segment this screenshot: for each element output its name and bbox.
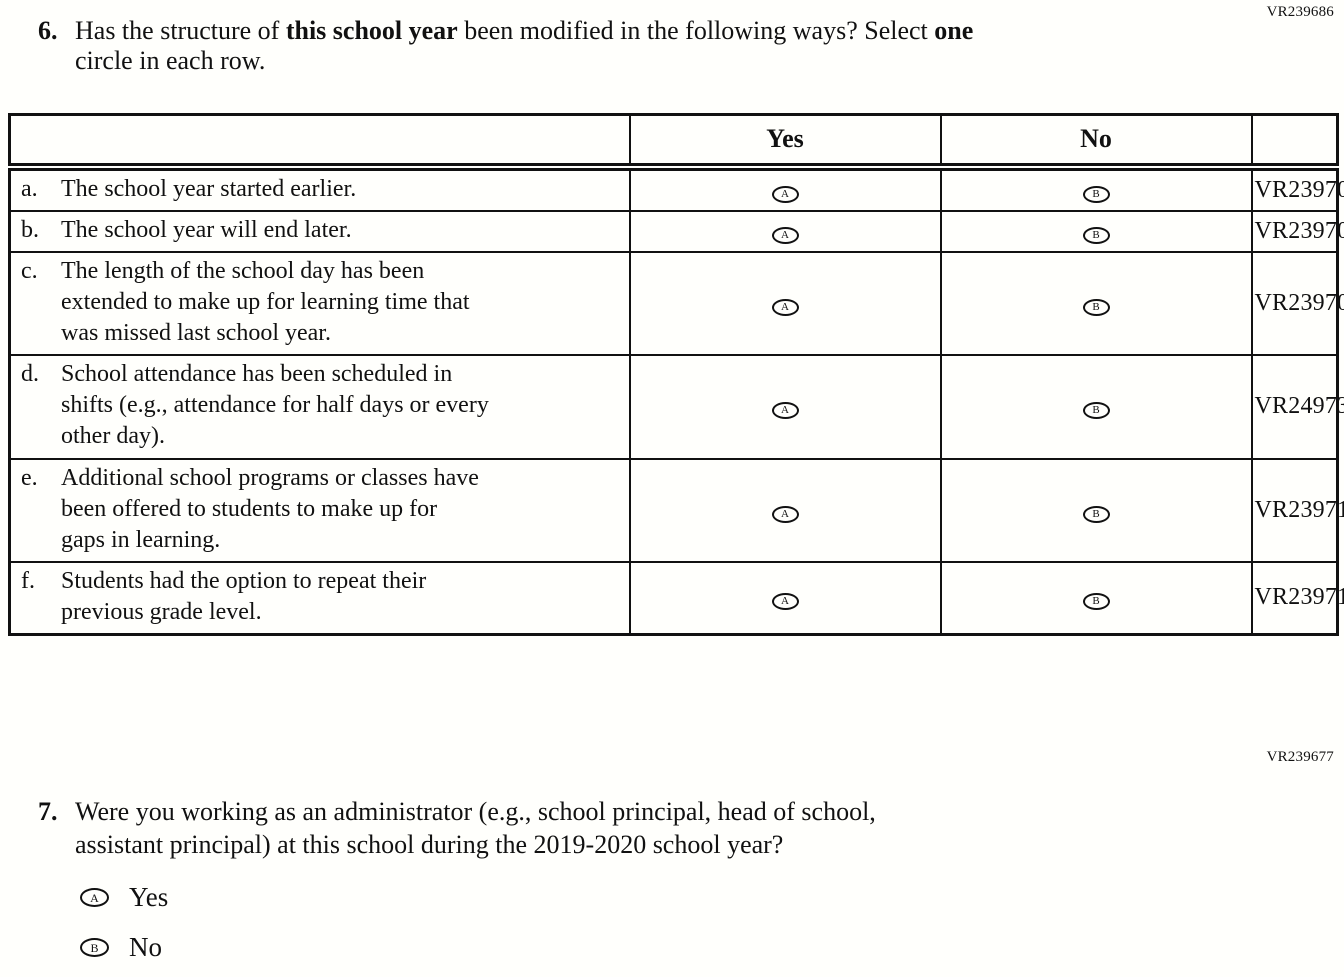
row-letter: f. bbox=[21, 567, 35, 594]
row-d-no-bubble[interactable]: B bbox=[1082, 402, 1110, 419]
question-7: 7. Were you working as an administrator … bbox=[38, 795, 1258, 861]
q7-no-bubble[interactable]: B bbox=[80, 938, 109, 957]
row-d-yes-bubble[interactable]: A bbox=[771, 402, 799, 419]
question-6-text-line2: circle in each row. bbox=[75, 46, 266, 75]
q7-yes-bubble[interactable]: A bbox=[80, 888, 109, 907]
row-a-no-bubble[interactable]: B bbox=[1082, 185, 1110, 203]
statement-cell-f: f. Students had the option to repeat the… bbox=[8, 560, 631, 635]
statement-cell-e: e. Additional school programs or classes… bbox=[8, 457, 631, 563]
no-cell-a: B bbox=[939, 165, 1253, 212]
row-e-yes-bubble[interactable]: A bbox=[771, 505, 799, 523]
question-7-text: Were you working as an administrator (e.… bbox=[75, 797, 876, 859]
question-6-text: Has the structure of this school year be… bbox=[75, 16, 1218, 76]
row-c-yes-bubble[interactable]: A bbox=[771, 298, 799, 316]
row-f-code: VR239711 bbox=[1250, 560, 1344, 635]
row-f-no-bubble[interactable]: B bbox=[1082, 593, 1110, 610]
statement-text: Additional school programs or classes ha… bbox=[61, 464, 479, 553]
yes-cell-c: A bbox=[628, 250, 942, 356]
table-header-row: Yes No bbox=[8, 113, 1339, 171]
question-6-text-part: Has the structure of bbox=[75, 16, 286, 45]
yes-cell-b: A bbox=[628, 209, 942, 253]
table-row-e: e. Additional school programs or classes… bbox=[8, 457, 1344, 563]
statement-cell-a: a. The school year started earlier. bbox=[8, 165, 631, 212]
question-6-form-code: VR239686 bbox=[1266, 4, 1334, 20]
no-cell-d: B bbox=[939, 353, 1253, 460]
no-cell-c: B bbox=[939, 250, 1253, 356]
statement-text: Students had the option to repeat their … bbox=[61, 567, 427, 625]
row-c-no-bubble[interactable]: B bbox=[1082, 298, 1110, 316]
q7-yes-label: Yes bbox=[129, 882, 169, 912]
row-b-code: VR239707 bbox=[1250, 209, 1344, 253]
statement-text: The school year will end later. bbox=[61, 216, 352, 243]
question-6-number: 6. bbox=[38, 16, 58, 45]
row-c-code: VR239708 bbox=[1250, 250, 1344, 356]
statement-text: School attendance has been scheduled in … bbox=[61, 361, 489, 449]
yes-cell-e: A bbox=[628, 457, 942, 563]
question-6-bold-phrase: one bbox=[934, 16, 974, 45]
question-6-text-part: been modified in the following ways? Sel… bbox=[457, 16, 935, 45]
table-row-a: a. The school year started earlier. A B … bbox=[8, 165, 1344, 212]
row-d-code: VR249734 bbox=[1250, 353, 1344, 460]
table-row-c: c. The length of the school day has been… bbox=[8, 250, 1344, 356]
no-cell-b: B bbox=[939, 209, 1253, 253]
row-letter: b. bbox=[21, 216, 39, 243]
q7-option-yes: A Yes bbox=[80, 884, 168, 911]
row-letter: d. bbox=[21, 361, 39, 387]
table-row-b: b. The school year will end later. A B V… bbox=[8, 209, 1344, 253]
no-cell-f: B bbox=[939, 560, 1253, 635]
yes-cell-f: A bbox=[628, 560, 942, 635]
row-letter: c. bbox=[21, 257, 38, 284]
question-7-form-code: VR239677 bbox=[1266, 749, 1334, 765]
question-6: 6. Has the structure of this school year… bbox=[38, 16, 1218, 76]
q6-response-table: Yes No a. The school year started earlie… bbox=[8, 113, 1344, 636]
row-e-code: VR239710 bbox=[1250, 457, 1344, 563]
q7-option-no: B No bbox=[80, 934, 162, 961]
header-code-blank bbox=[1250, 113, 1339, 171]
question-7-number: 7. bbox=[38, 797, 58, 826]
header-no: No bbox=[939, 113, 1253, 171]
statement-cell-b: b. The school year will end later. bbox=[8, 209, 631, 253]
table-row-f: f. Students had the option to repeat the… bbox=[8, 560, 1344, 635]
statement-cell-d: d. School attendance has been scheduled … bbox=[8, 353, 631, 460]
statement-text: The length of the school day has been ex… bbox=[61, 257, 470, 346]
row-a-code: VR239706 bbox=[1250, 165, 1344, 212]
question-6-bold-phrase: this school year bbox=[285, 16, 458, 45]
q7-no-label: No bbox=[129, 932, 162, 962]
statement-cell-c: c. The length of the school day has been… bbox=[8, 250, 631, 356]
row-letter: a. bbox=[21, 175, 38, 202]
header-statement-blank bbox=[8, 113, 631, 171]
row-a-yes-bubble[interactable]: A bbox=[771, 185, 799, 203]
statement-text: The school year started earlier. bbox=[61, 175, 357, 202]
row-letter: e. bbox=[21, 464, 38, 491]
table-row-d: d. School attendance has been scheduled … bbox=[8, 353, 1344, 460]
no-cell-e: B bbox=[939, 457, 1253, 563]
row-b-yes-bubble[interactable]: A bbox=[771, 226, 799, 244]
row-e-no-bubble[interactable]: B bbox=[1082, 505, 1110, 523]
row-b-no-bubble[interactable]: B bbox=[1082, 226, 1110, 244]
row-f-yes-bubble[interactable]: A bbox=[771, 593, 799, 610]
yes-cell-a: A bbox=[628, 165, 942, 212]
yes-cell-d: A bbox=[628, 353, 942, 460]
header-yes: Yes bbox=[628, 113, 942, 171]
